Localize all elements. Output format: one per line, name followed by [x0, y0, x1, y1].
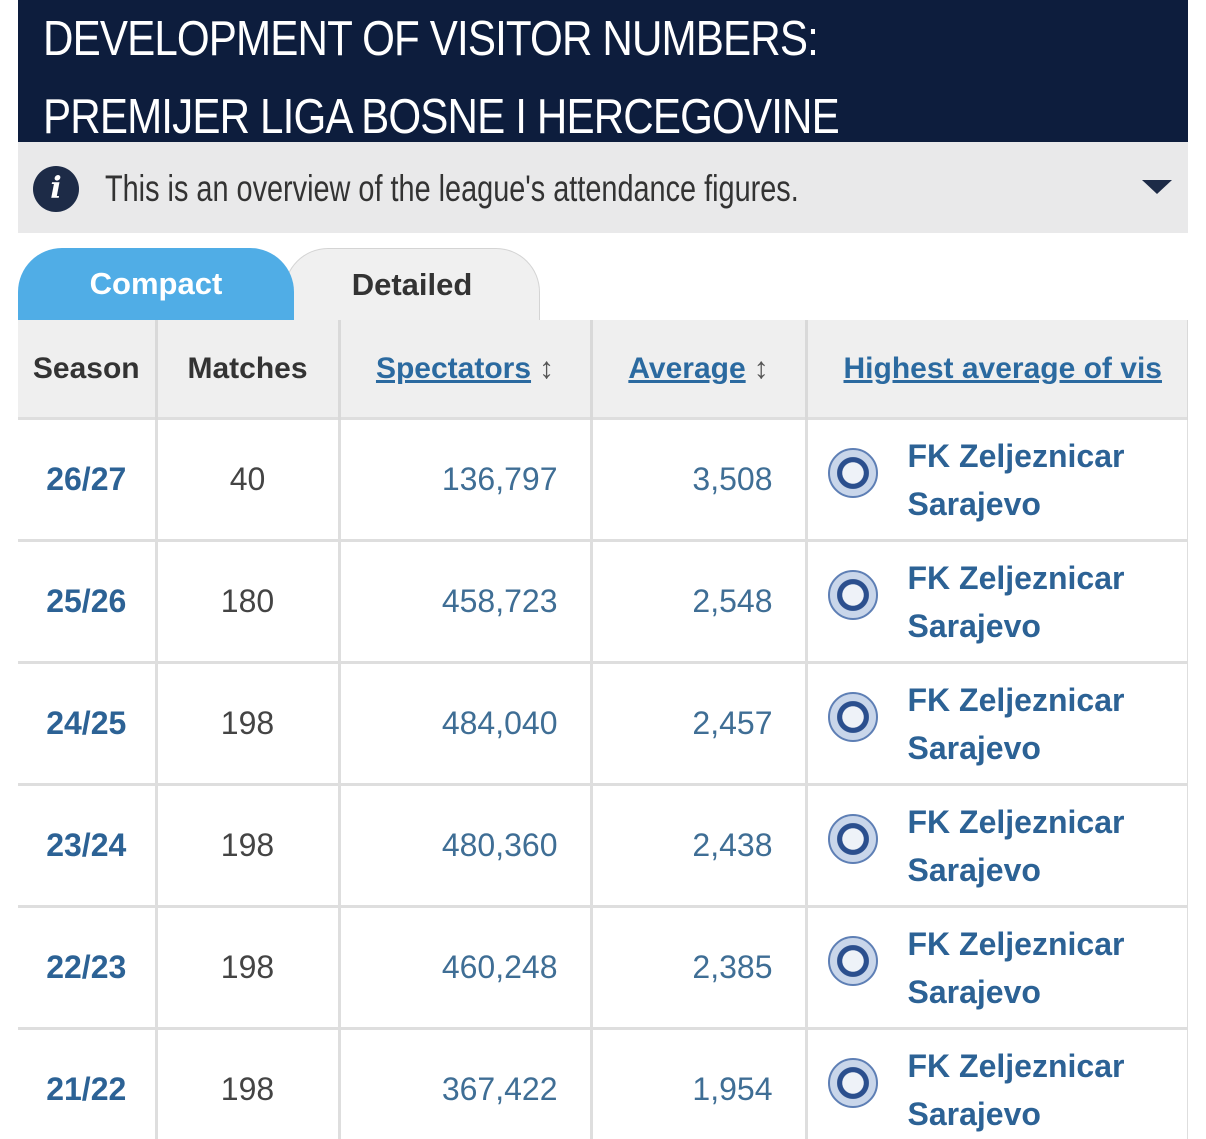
table-row: 22/23 198 460,248 2,385 FK Zeljeznicar Saraje… [18, 905, 1188, 1029]
spectators-cell: 458,723 [339, 539, 593, 663]
club-name[interactable]: FK Zeljeznicar Sarajevo [908, 432, 1125, 528]
average-cell: 2,438 [591, 783, 808, 907]
club-link[interactable]: FK Zeljeznicar Sarajevo [827, 432, 1187, 528]
club-name-line2[interactable]: Sarajevo [907, 607, 1041, 644]
club-name-line1[interactable]: FK Zeljeznicar [907, 437, 1125, 474]
club-name-line2[interactable]: Sarajevo [907, 729, 1041, 766]
season-cell[interactable]: 23/24 [18, 783, 158, 907]
matches-cell: 198 [156, 905, 341, 1029]
club-link[interactable]: FK Zeljeznicar Sarajevo [827, 920, 1187, 1016]
spectators-cell: 480,360 [339, 783, 593, 907]
highest-average-header[interactable]: Highest average of vis [806, 320, 1188, 419]
club-crest-icon [827, 813, 878, 864]
average-cell: 2,548 [591, 539, 808, 663]
season-cell[interactable]: 22/23 [18, 905, 158, 1029]
club-name[interactable]: FK Zeljeznicar Sarajevo [908, 554, 1125, 650]
club-name[interactable]: FK Zeljeznicar Sarajevo [908, 1042, 1125, 1138]
club-cell[interactable]: FK Zeljeznicar Sarajevo [806, 539, 1188, 663]
average-cell: 2,457 [591, 661, 808, 785]
club-name-line2[interactable]: Sarajevo [907, 973, 1041, 1010]
club-cell[interactable]: FK Zeljeznicar Sarajevo [806, 661, 1188, 785]
club-name-line1[interactable]: FK Zeljeznicar [907, 803, 1125, 840]
season-cell[interactable]: 24/25 [18, 661, 158, 785]
table-row: 21/22 198 367,422 1,954 FK Zeljeznicar Saraje… [18, 1027, 1188, 1139]
season-cell[interactable]: 21/22 [18, 1027, 158, 1139]
average-cell: 1,954 [591, 1027, 808, 1139]
club-name[interactable]: FK Zeljeznicar Sarajevo [908, 798, 1125, 894]
matches-cell: 198 [156, 1027, 341, 1139]
matches-cell: 198 [156, 661, 341, 785]
club-name-line1[interactable]: FK Zeljeznicar [907, 925, 1125, 962]
info-icon: i [33, 166, 79, 212]
page-title: DEVELOPMENT OF VISITOR NUMBERS: PREMIJER… [43, 12, 840, 144]
club-link[interactable]: FK Zeljeznicar Sarajevo [827, 554, 1187, 650]
spectators-cell: 484,040 [339, 661, 593, 785]
average-cell: 2,385 [591, 905, 808, 1029]
club-link[interactable]: FK Zeljeznicar Sarajevo [827, 1042, 1187, 1138]
spectators-header[interactable]: Spectators ↕ [339, 320, 593, 419]
table-header-row: Season Matches Spectators ↕ Average ↕ High… [18, 320, 1188, 419]
sort-icon[interactable]: ↕ [539, 351, 555, 385]
table-row: 26/27 40 136,797 3,508 FK Zeljeznicar Sarajev… [18, 417, 1188, 541]
club-crest-icon [827, 691, 878, 742]
spectators-cell: 136,797 [339, 417, 593, 541]
club-name-line1[interactable]: FK Zeljeznicar [907, 681, 1125, 718]
table-row: 23/24 198 480,360 2,438 FK Zeljeznicar Saraje… [18, 783, 1188, 907]
attendance-table: Season Matches Spectators ↕ Average ↕ High… [18, 320, 1188, 1139]
season-header: Season [18, 320, 158, 419]
club-name[interactable]: FK Zeljeznicar Sarajevo [908, 676, 1125, 772]
page-header: DEVELOPMENT OF VISITOR NUMBERS: PREMIJER… [18, 0, 1188, 144]
club-name-line1[interactable]: FK Zeljeznicar [907, 559, 1125, 596]
club-name-line1[interactable]: FK Zeljeznicar [907, 1047, 1125, 1084]
spectators-cell: 367,422 [339, 1027, 593, 1139]
club-name-line2[interactable]: Sarajevo [907, 851, 1041, 888]
spectators-header-label[interactable]: Spectators [375, 351, 532, 385]
info-text: This is an overview of the league's atte… [105, 168, 799, 209]
club-crest-icon [827, 569, 878, 620]
club-crest-icon [827, 935, 878, 986]
average-cell: 3,508 [591, 417, 808, 541]
matches-header: Matches [156, 320, 341, 419]
season-cell[interactable]: 26/27 [18, 417, 158, 541]
club-name-line2[interactable]: Sarajevo [907, 1095, 1041, 1132]
view-tabs: Detailed Compact [18, 233, 1188, 321]
club-link[interactable]: FK Zeljeznicar Sarajevo [827, 798, 1187, 894]
table-row: 25/26 180 458,723 2,548 FK Zeljeznicar Saraje… [18, 539, 1188, 663]
club-cell[interactable]: FK Zeljeznicar Sarajevo [806, 417, 1188, 541]
matches-cell: 40 [156, 417, 341, 541]
sort-icon[interactable]: ↕ [753, 351, 769, 385]
club-crest-icon [827, 1057, 878, 1108]
tab-detailed[interactable]: Detailed [284, 248, 540, 321]
average-header-label[interactable]: Average [628, 351, 746, 385]
club-cell[interactable]: FK Zeljeznicar Sarajevo [806, 1027, 1188, 1139]
club-cell[interactable]: FK Zeljeznicar Sarajevo [806, 783, 1188, 907]
club-link[interactable]: FK Zeljeznicar Sarajevo [827, 676, 1187, 772]
attendance-panel: DEVELOPMENT OF VISITOR NUMBERS: PREMIJER… [18, 0, 1188, 1139]
club-name[interactable]: FK Zeljeznicar Sarajevo [908, 920, 1125, 1016]
table-row: 24/25 198 484,040 2,457 FK Zeljeznicar Saraje… [18, 661, 1188, 785]
tab-compact[interactable]: Compact [18, 248, 294, 320]
matches-cell: 180 [156, 539, 341, 663]
caret-down-icon[interactable] [1142, 180, 1172, 194]
club-crest-icon [827, 447, 878, 498]
club-name-line2[interactable]: Sarajevo [907, 485, 1041, 522]
average-header[interactable]: Average ↕ [591, 320, 808, 419]
club-cell[interactable]: FK Zeljeznicar Sarajevo [806, 905, 1188, 1029]
spectators-cell: 460,248 [339, 905, 593, 1029]
info-bar[interactable]: i This is an overview of the league's at… [18, 142, 1188, 233]
matches-cell: 198 [156, 783, 341, 907]
season-cell[interactable]: 25/26 [18, 539, 158, 663]
